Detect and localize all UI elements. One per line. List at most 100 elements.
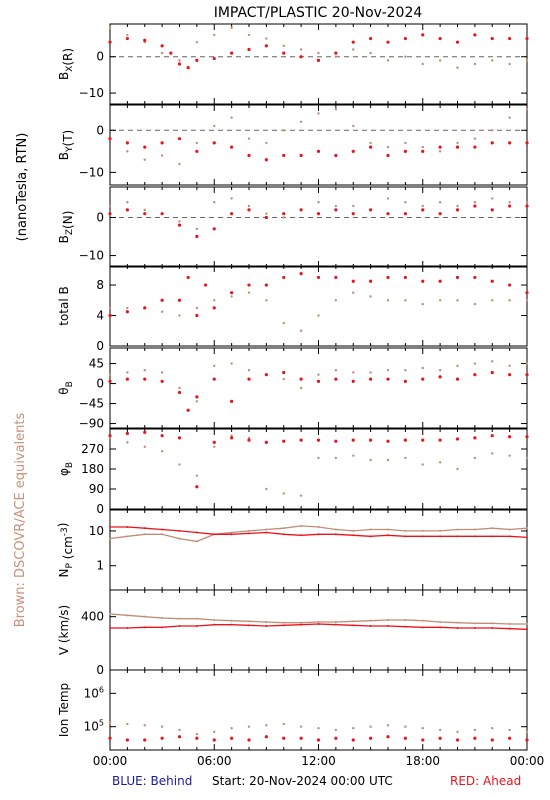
data-point	[178, 162, 181, 166]
data-point	[473, 302, 477, 306]
data-point	[508, 201, 511, 204]
data-point	[317, 621, 320, 623]
data-point	[352, 534, 355, 537]
data-point	[247, 208, 251, 212]
data-point	[404, 625, 407, 628]
data-point	[369, 535, 372, 538]
data-point	[508, 373, 512, 377]
data-point	[178, 463, 181, 466]
data-point	[421, 727, 424, 730]
data-point	[213, 124, 216, 128]
data-point	[456, 141, 459, 145]
data-point	[230, 26, 233, 29]
data-point	[195, 141, 199, 145]
data-point	[299, 377, 303, 381]
data-point	[195, 732, 199, 736]
data-point	[317, 623, 320, 625]
data-point	[317, 201, 320, 204]
data-point	[352, 529, 355, 532]
footer-behind: BLUE: Behind	[112, 774, 192, 788]
data-point	[160, 736, 164, 740]
data-point	[456, 299, 459, 302]
data-point	[317, 314, 320, 317]
data-point	[352, 291, 355, 294]
data-point	[161, 528, 164, 531]
data-point	[525, 738, 529, 742]
y-tick-label: 270	[81, 442, 104, 456]
series-ahead	[108, 735, 529, 742]
data-point	[160, 212, 164, 216]
data-point	[125, 310, 129, 314]
data-point	[490, 36, 494, 41]
data-point	[316, 438, 321, 442]
data-point	[455, 40, 460, 44]
data-point	[351, 149, 355, 153]
data-point	[195, 474, 199, 477]
data-point	[212, 306, 216, 310]
data-point	[421, 145, 424, 149]
data-point	[369, 371, 372, 374]
data-point	[160, 379, 164, 383]
data-point	[404, 619, 407, 621]
data-point	[386, 299, 390, 302]
data-point	[177, 62, 182, 66]
data-point	[212, 227, 216, 231]
data-point	[369, 279, 373, 283]
data-point	[438, 279, 442, 283]
data-point	[525, 59, 529, 62]
data-point	[456, 730, 459, 734]
series-ahead	[108, 137, 529, 162]
data-point	[455, 738, 460, 742]
units-label: (nanoTesla, RTN)	[15, 133, 30, 242]
series-ahead	[108, 272, 529, 318]
panel-btotal: 0 4 8 total B	[57, 265, 529, 353]
data-point	[178, 625, 181, 627]
data-point	[490, 208, 494, 212]
y-tick-label: −10	[79, 86, 104, 100]
data-point	[177, 735, 182, 739]
data-point	[213, 619, 216, 621]
data-point	[300, 623, 303, 626]
data-point	[248, 620, 250, 623]
data-point	[351, 40, 355, 44]
data-point	[334, 377, 338, 381]
data-point	[108, 313, 112, 318]
data-point	[438, 59, 442, 62]
data-point	[491, 197, 494, 200]
data-point	[334, 456, 338, 460]
data-point	[126, 33, 129, 37]
data-point	[334, 51, 338, 55]
data-point	[334, 736, 338, 740]
data-point	[282, 492, 285, 495]
data-point	[352, 624, 355, 627]
data-point	[386, 735, 390, 739]
data-point	[438, 145, 442, 149]
data-point	[248, 624, 250, 627]
panel-theta: 45 0 −45 −90 θB	[57, 347, 529, 431]
data-point	[109, 537, 111, 540]
series-ahead	[108, 33, 529, 70]
y-tick-label: 0	[96, 123, 104, 137]
data-point	[282, 370, 286, 375]
data-point	[212, 738, 216, 742]
data-point	[421, 535, 424, 538]
data-point	[334, 153, 338, 158]
data-point	[525, 456, 529, 460]
data-point	[316, 379, 321, 383]
data-point	[160, 310, 164, 313]
data-point	[386, 275, 390, 280]
y-tick-label: 0	[96, 210, 104, 224]
data-point	[334, 528, 337, 531]
data-point	[195, 736, 199, 740]
data-point	[525, 373, 529, 377]
panel-ylabel: NP (cm-3)	[56, 523, 75, 578]
data-point	[421, 626, 424, 629]
data-point	[439, 529, 442, 532]
data-point	[387, 625, 389, 627]
data-point	[143, 626, 146, 629]
data-point	[334, 108, 338, 111]
data-point	[247, 377, 251, 381]
data-point	[108, 721, 112, 725]
data-point	[177, 436, 182, 440]
